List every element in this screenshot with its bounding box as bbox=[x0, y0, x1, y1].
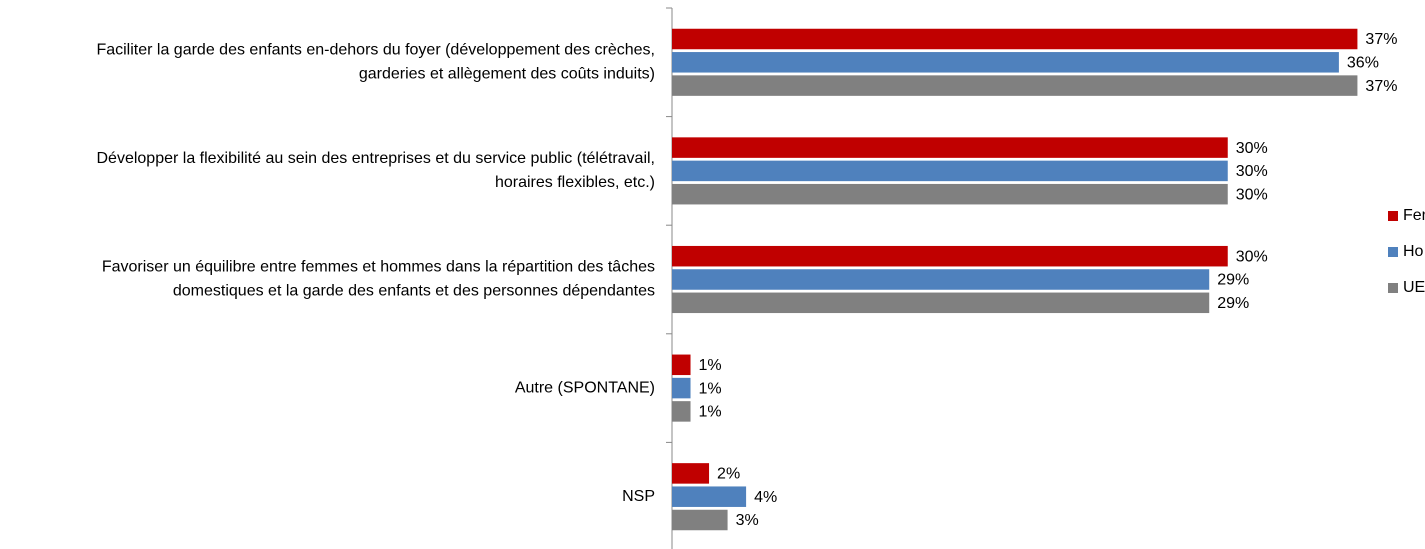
bar bbox=[672, 75, 1358, 96]
bar bbox=[672, 401, 691, 422]
legend-swatch bbox=[1388, 211, 1398, 221]
legend-swatch bbox=[1388, 247, 1398, 257]
value-label: 30% bbox=[1236, 186, 1268, 203]
bar bbox=[672, 183, 1228, 205]
category-label: Faciliter la garde des enfants en-dehors… bbox=[96, 42, 655, 59]
bar bbox=[672, 292, 1210, 314]
value-label: 30% bbox=[1236, 140, 1268, 157]
value-label: 1% bbox=[699, 357, 722, 374]
bar bbox=[672, 52, 1339, 73]
value-label: 37% bbox=[1365, 78, 1397, 95]
value-label: 29% bbox=[1217, 272, 1249, 289]
category-label: garderies et allègement des coûts induit… bbox=[359, 66, 655, 83]
value-label: 1% bbox=[699, 380, 722, 397]
value-label: 29% bbox=[1217, 295, 1249, 312]
bar bbox=[672, 377, 691, 399]
value-label: 2% bbox=[717, 466, 740, 483]
category-label: horaires flexibles, etc.) bbox=[495, 174, 655, 191]
category-label: NSP bbox=[622, 488, 655, 505]
category-label: Favoriser un équilibre entre femmes et h… bbox=[102, 259, 655, 276]
legend-label: UE bbox=[1403, 279, 1425, 296]
bar bbox=[672, 245, 1228, 267]
value-label: 37% bbox=[1365, 31, 1397, 48]
value-label: 4% bbox=[754, 489, 777, 506]
bar bbox=[672, 354, 691, 376]
legend-label: Fem bbox=[1403, 207, 1425, 224]
bar bbox=[672, 160, 1228, 182]
bar bbox=[672, 137, 1228, 158]
value-label: 30% bbox=[1236, 163, 1268, 180]
bar bbox=[672, 269, 1210, 290]
category-label: Autre (SPONTANE) bbox=[515, 379, 655, 396]
category-label: Développer la flexibilité au sein des en… bbox=[96, 150, 655, 167]
bar bbox=[672, 463, 710, 484]
legend-label: Ho bbox=[1403, 243, 1424, 260]
value-label: 36% bbox=[1347, 55, 1379, 72]
bar bbox=[672, 486, 747, 507]
bar bbox=[672, 28, 1358, 50]
value-label: 30% bbox=[1236, 248, 1268, 265]
bar bbox=[672, 509, 728, 531]
legend-swatch bbox=[1388, 283, 1398, 293]
value-label: 1% bbox=[699, 404, 722, 421]
category-label: domestiques et la garde des enfants et d… bbox=[173, 283, 655, 300]
value-label: 3% bbox=[736, 512, 759, 529]
